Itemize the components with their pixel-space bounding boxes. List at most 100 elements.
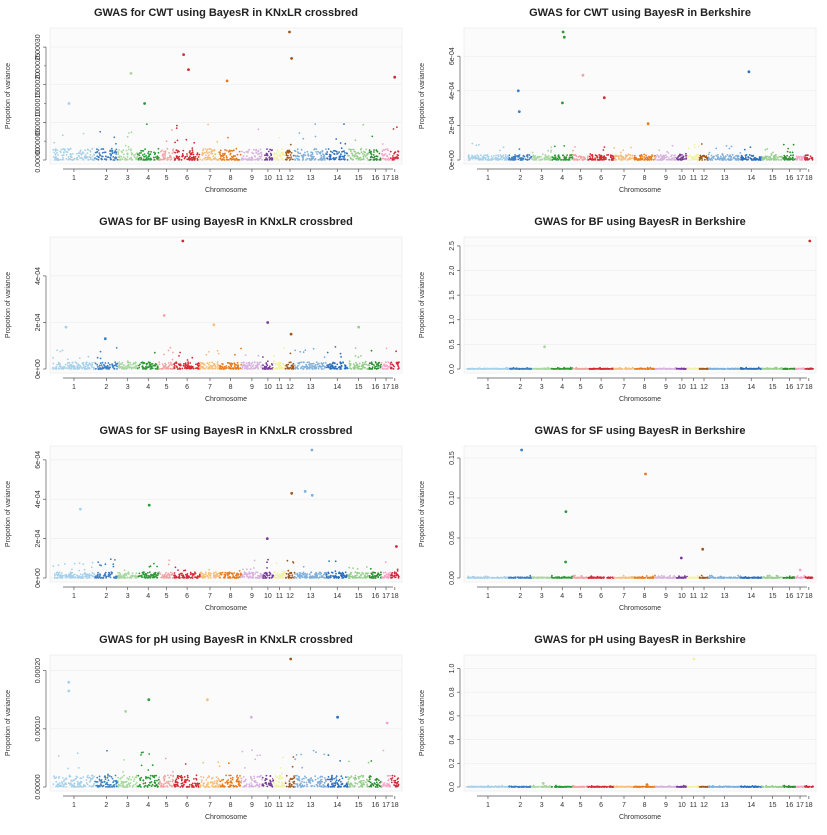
snp-point	[586, 157, 589, 159]
snp-point	[80, 156, 83, 159]
snp-point	[581, 159, 584, 161]
snp-point	[153, 153, 156, 156]
snp-point	[373, 155, 376, 158]
snp-point	[101, 361, 104, 364]
snp-point	[747, 156, 750, 159]
snp-point	[148, 153, 151, 156]
snp-point	[783, 367, 786, 370]
x-tick-label: 1	[486, 384, 490, 391]
x-tick-label: 7	[208, 593, 212, 600]
snp-point	[298, 361, 301, 364]
snp-point	[332, 366, 335, 369]
x-tick-label: 16	[371, 593, 379, 600]
snp-point	[791, 151, 794, 154]
snp-point	[630, 157, 633, 160]
snp-point	[159, 573, 162, 575]
snp-point	[643, 159, 645, 161]
snp-point	[228, 577, 230, 579]
snp-point	[137, 575, 140, 577]
snp-point	[232, 154, 235, 157]
snp-point	[265, 157, 267, 159]
snp-point	[221, 158, 224, 161]
snp-point	[379, 159, 382, 161]
snp-point	[687, 156, 690, 158]
snp-points	[467, 142, 814, 161]
snp-point	[381, 152, 383, 155]
x-tick-label: 18	[391, 175, 399, 182]
snp-point	[168, 152, 171, 154]
snp-point	[68, 366, 70, 369]
snp-point	[118, 361, 120, 364]
snp-point	[615, 368, 618, 370]
snp-point	[114, 361, 117, 363]
snp-point	[147, 152, 150, 155]
snp-point	[104, 563, 107, 566]
snp-point	[712, 367, 714, 370]
snp-point	[747, 158, 749, 161]
snp-point	[324, 366, 327, 368]
x-tick-label: 9	[250, 593, 254, 600]
snp-point	[256, 362, 259, 365]
snp-point	[255, 364, 258, 367]
snp-point	[153, 365, 156, 367]
snp-point	[795, 155, 798, 158]
snp-point	[586, 367, 588, 370]
snp-point	[568, 158, 570, 161]
snp-point	[471, 142, 474, 145]
snp-point	[271, 157, 274, 160]
snp-peak-point	[516, 89, 520, 93]
snp-point	[278, 365, 281, 368]
snp-point	[365, 363, 368, 366]
snp-point	[317, 365, 320, 368]
snp-point	[473, 157, 475, 160]
gwas-panel-3: GWAS for BF using BayesR in KNxLR crossb…	[0, 209, 413, 417]
snp-point	[636, 367, 639, 370]
snp-point	[598, 154, 601, 156]
snp-point	[72, 158, 75, 161]
snp-point	[125, 365, 127, 368]
snp-point	[306, 361, 309, 364]
snp-point	[209, 576, 212, 579]
snp-point	[272, 156, 275, 158]
snp-point	[164, 362, 167, 365]
snp-point	[489, 367, 492, 370]
snp-point	[635, 368, 637, 370]
snp-point	[631, 154, 634, 157]
snp-point	[795, 158, 797, 160]
snp-point	[520, 157, 522, 160]
snp-point	[165, 577, 168, 579]
snp-point	[467, 156, 470, 159]
snp-point	[66, 358, 69, 361]
snp-point	[788, 156, 791, 158]
snp-point	[266, 364, 269, 367]
snp-point	[366, 157, 369, 160]
snp-point	[535, 157, 538, 160]
snp-point	[144, 573, 146, 576]
snp-point	[629, 367, 632, 370]
snp-point	[340, 365, 343, 367]
snp-point	[266, 148, 268, 151]
snp-point	[99, 350, 102, 353]
snp-point	[319, 157, 322, 160]
snp-point	[162, 158, 165, 161]
snp-point	[126, 135, 129, 138]
snp-point	[167, 563, 170, 566]
y-axis-label: Propotion of variance	[5, 272, 12, 338]
snp-point	[710, 154, 713, 157]
snp-peak-point	[143, 102, 147, 105]
snp-point	[57, 363, 60, 366]
snp-point	[73, 562, 76, 565]
y-tick-label: 0e+00	[449, 150, 456, 170]
snp-point	[212, 149, 214, 152]
snp-point	[146, 123, 148, 126]
snp-point	[578, 158, 581, 161]
snp-point	[663, 367, 666, 370]
snp-point	[496, 157, 498, 160]
snp-point	[126, 572, 129, 575]
x-tick-label: 12	[286, 384, 294, 391]
snp-point	[617, 367, 620, 370]
snp-point	[196, 362, 199, 365]
snp-point	[608, 158, 611, 161]
snp-point	[654, 158, 657, 161]
manhattan-plot-svg: GWAS for SF using BayesR in KNxLR crossb…	[5, 425, 403, 612]
